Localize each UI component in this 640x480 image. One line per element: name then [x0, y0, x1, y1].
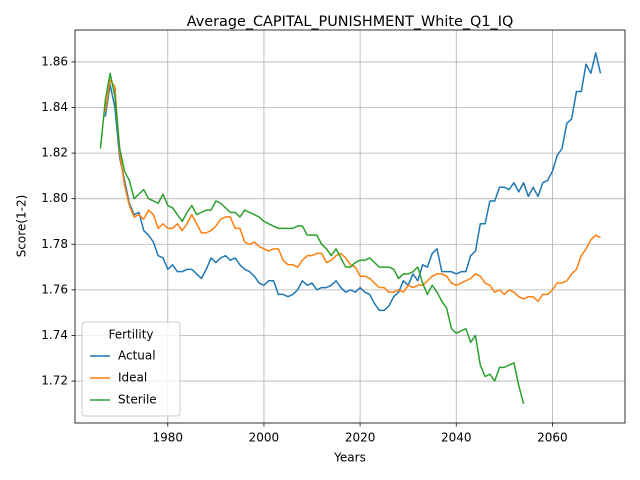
series-line [104, 79, 601, 303]
x-tick-label: 2000 [249, 431, 280, 445]
series-line [99, 72, 525, 405]
series-line [104, 52, 602, 312]
x-tick-label: 2040 [441, 431, 472, 445]
x-tick-label: 2020 [345, 431, 376, 445]
x-axis-label: Years [333, 451, 366, 465]
y-tick-label: 1.74 [41, 328, 68, 342]
x-tick-label: 2060 [537, 431, 568, 445]
legend-label: Ideal [118, 371, 147, 385]
legend-label: Sterile [118, 393, 157, 407]
y-tick-label: 1.76 [41, 282, 68, 296]
y-tick-label: 1.78 [41, 237, 68, 251]
x-tick-label: 1980 [153, 431, 184, 445]
y-axis-label: Score(1-2) [15, 195, 29, 258]
y-tick-label: 1.82 [41, 146, 68, 160]
y-tick-label: 1.86 [41, 54, 68, 68]
plot-frame [74, 29, 626, 424]
legend-box [81, 321, 181, 417]
chart-title: Average_CAPITAL_PUNISHMENT_White_Q1_IQ [187, 14, 514, 30]
legend-label: Actual [118, 349, 156, 363]
y-tick-label: 1.72 [41, 374, 68, 388]
legend-title: Fertility [108, 328, 153, 342]
y-tick-label: 1.80 [41, 191, 68, 205]
y-tick-label: 1.84 [41, 100, 68, 114]
